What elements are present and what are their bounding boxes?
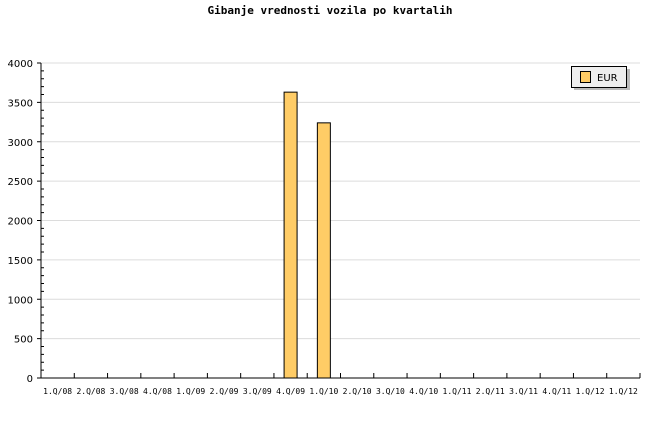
x-tick-label: 2.Q/09 (210, 387, 239, 396)
x-tick-label: 1.Q/09 (176, 387, 205, 396)
x-tick-label: 1.Q/12 (576, 387, 605, 396)
x-tick-label: 2.Q/11 (476, 387, 505, 396)
y-tick-label: 1500 (8, 256, 33, 267)
y-tick-label: 500 (14, 335, 33, 346)
x-tick-label: 1.Q/12 (609, 387, 638, 396)
x-tick-label: 4.Q/10 (409, 387, 438, 396)
y-tick-label: 1000 (8, 295, 33, 306)
y-tick-label: 2000 (8, 217, 33, 228)
x-tick-label: 4.Q/11 (542, 387, 571, 396)
legend-label: EUR (597, 73, 618, 84)
x-tick-label: 3.Q/10 (376, 387, 405, 396)
x-tick-label: 1.Q/08 (43, 387, 72, 396)
x-tick-label: 2.Q/08 (76, 387, 105, 396)
x-tick-label: 3.Q/11 (509, 387, 538, 396)
x-tick-label: 2.Q/10 (343, 387, 372, 396)
x-tick-label: 1.Q/10 (309, 387, 338, 396)
x-tick-label: 3.Q/08 (110, 387, 139, 396)
y-tick-label: 2500 (8, 177, 33, 188)
y-tick-label: 4000 (8, 59, 33, 70)
legend-swatch (580, 71, 591, 83)
bar-4.Q/09 (283, 91, 298, 379)
bar-1.Q/10 (316, 122, 331, 379)
y-tick-label: 3500 (8, 98, 33, 109)
x-tick-label: 4.Q/08 (143, 387, 172, 396)
chart-title: Gibanje vrednosti vozila po kvartalih (207, 4, 453, 17)
y-tick-label: 3000 (8, 138, 33, 149)
x-tick-label: 1.Q/11 (443, 387, 472, 396)
x-tick-label: 4.Q/09 (276, 387, 305, 396)
x-tick-label: 3.Q/09 (243, 387, 272, 396)
y-tick-label: 0 (27, 374, 33, 385)
